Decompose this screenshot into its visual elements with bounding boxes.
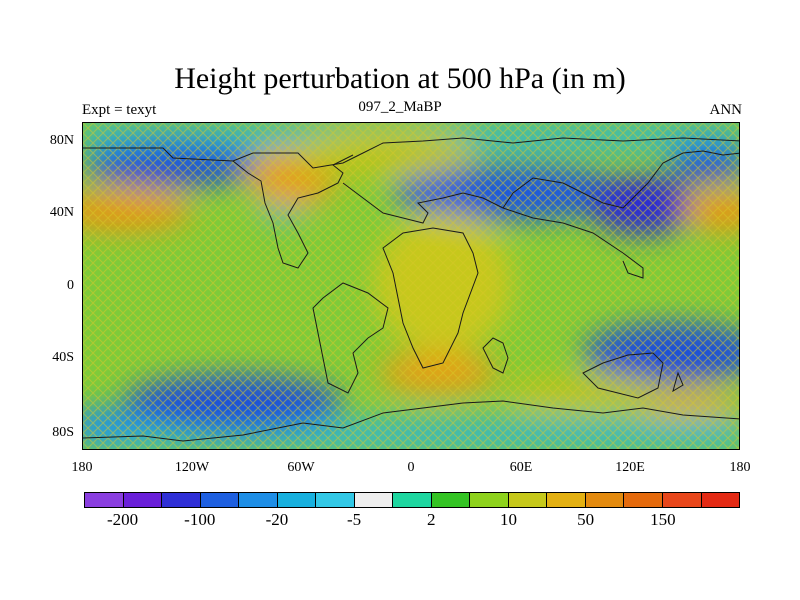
colorbar-swatch bbox=[354, 493, 394, 507]
lon-label: 180 bbox=[71, 460, 93, 475]
lon-label: 0 bbox=[407, 460, 415, 475]
colorbar-swatch bbox=[701, 493, 740, 507]
colorbar-swatch bbox=[393, 493, 432, 507]
colorbar-label: -5 bbox=[347, 510, 362, 529]
season-label: ANN bbox=[709, 102, 743, 118]
lat-label: 40S bbox=[52, 350, 74, 365]
colorbar-swatch bbox=[123, 493, 163, 507]
colorbar-swatch bbox=[624, 493, 663, 507]
lon-label: 120W bbox=[174, 460, 210, 475]
lat-label: 80S bbox=[52, 425, 74, 440]
colorbar-swatch bbox=[431, 493, 471, 507]
experiment-label: Expt = texyt bbox=[82, 102, 157, 118]
colorbar-label: -200 bbox=[106, 510, 139, 529]
case-label: 097_2_MaBP bbox=[358, 99, 442, 115]
colorbar-label: 10 bbox=[499, 510, 517, 529]
lat-label: 80N bbox=[49, 133, 74, 148]
map-title: Height perturbation at 500 hPa (in m) bbox=[174, 62, 626, 95]
colorbar bbox=[84, 492, 740, 508]
colorbar-label: -100 bbox=[184, 510, 216, 529]
colorbar-swatch bbox=[470, 493, 509, 507]
colorbar-label: 2 bbox=[427, 510, 436, 529]
colorbar-swatch bbox=[85, 493, 124, 507]
colorbar-swatch bbox=[316, 493, 355, 507]
lat-label: 40N bbox=[49, 205, 74, 220]
lat-label: 0 bbox=[67, 278, 74, 293]
colorbar-label: 50 bbox=[577, 510, 595, 529]
colorbar-swatch bbox=[508, 493, 548, 507]
lon-label: 60E bbox=[509, 460, 533, 475]
field-map bbox=[83, 123, 739, 449]
colorbar-swatch bbox=[585, 493, 625, 507]
lon-label: 60W bbox=[287, 460, 315, 475]
colorbar-swatch bbox=[662, 493, 702, 507]
colorbar-label: 150 bbox=[650, 510, 676, 529]
colorbar-swatch bbox=[162, 493, 201, 507]
lon-label: 180 bbox=[729, 460, 751, 475]
map-panel bbox=[82, 122, 740, 450]
colorbar-swatch bbox=[547, 493, 586, 507]
colorbar-swatch bbox=[277, 493, 317, 507]
colorbar-swatch bbox=[239, 493, 278, 507]
lon-label: 120E bbox=[615, 460, 645, 475]
colorbar-label: -20 bbox=[265, 510, 289, 529]
colorbar-swatch bbox=[200, 493, 240, 507]
